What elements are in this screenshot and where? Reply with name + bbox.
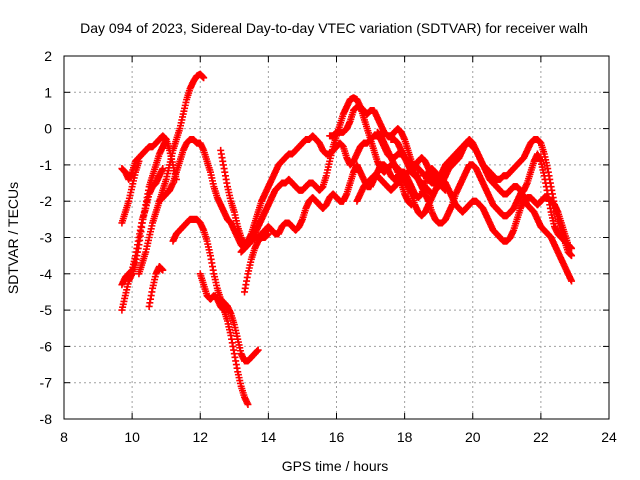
- x-tick-label: 20: [465, 429, 481, 445]
- data-point: [200, 74, 208, 82]
- data-point: [568, 252, 576, 260]
- y-tick-label: -7: [40, 375, 53, 391]
- series-track-e: [135, 70, 208, 278]
- data-point: [162, 135, 170, 143]
- y-tick-label: 0: [44, 121, 52, 137]
- y-tick-label: -5: [40, 302, 53, 318]
- y-tick-label: -4: [40, 266, 53, 282]
- x-tick-label: 10: [124, 429, 140, 445]
- y-tick-label: -6: [40, 338, 53, 354]
- data-point: [254, 346, 262, 354]
- x-tick-label: 14: [261, 429, 277, 445]
- series-track-r: [537, 223, 576, 285]
- data-point: [244, 400, 252, 408]
- data-point: [135, 157, 143, 165]
- y-tick-label: 1: [44, 84, 52, 100]
- data-point: [568, 277, 576, 285]
- y-tick-label: -3: [40, 230, 53, 246]
- x-tick-label: 16: [329, 429, 345, 445]
- series-track-d: [118, 157, 143, 227]
- x-tick-label: 8: [60, 429, 68, 445]
- series-track-n: [353, 172, 576, 252]
- series-track-b: [118, 165, 167, 289]
- series-track-h: [169, 215, 262, 365]
- y-axis-label: SDTVAR / TECUs: [5, 182, 21, 294]
- series-track-l: [241, 230, 272, 296]
- data-series: [118, 70, 576, 408]
- x-axis-label: GPS time / hours: [282, 458, 389, 474]
- series-track-i: [196, 270, 252, 408]
- series-track-q: [414, 150, 569, 245]
- series-track-f: [145, 263, 167, 310]
- data-point: [561, 237, 569, 245]
- y-tick-label: -2: [40, 193, 53, 209]
- x-tick-label: 18: [397, 429, 413, 445]
- y-tick-label: 2: [44, 48, 52, 64]
- x-tick-label: 12: [192, 429, 208, 445]
- x-tick-label: 24: [601, 429, 617, 445]
- data-point: [159, 266, 167, 274]
- y-tick-label: -8: [40, 411, 53, 427]
- x-tick-label: 22: [533, 429, 549, 445]
- data-point: [264, 230, 272, 238]
- chart-title: Day 094 of 2023, Sidereal Day-to-day VTE…: [80, 20, 588, 36]
- data-point: [159, 165, 167, 173]
- y-tick-label: -1: [40, 157, 53, 173]
- series-track-j: [217, 132, 422, 249]
